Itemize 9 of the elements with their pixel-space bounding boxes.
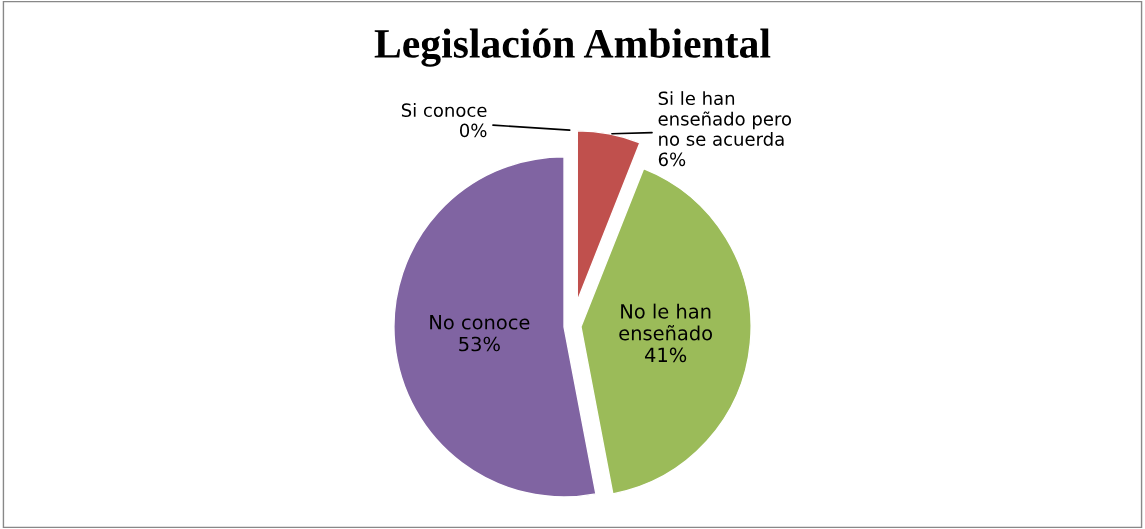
slice-label: No le han enseñado: [619, 303, 713, 341]
slice-label: Si le han enseñado pero no se acuerda: [658, 91, 792, 146]
chart-title: Legislación Ambiental: [374, 28, 771, 67]
category-label: Si conoce: [401, 103, 487, 118]
slice-label: No conoce: [430, 315, 530, 330]
data-label: 41%: [644, 347, 687, 363]
text: 0%: [459, 123, 487, 138]
data-label: 6%: [658, 152, 686, 167]
data-label: 53%: [459, 336, 500, 352]
